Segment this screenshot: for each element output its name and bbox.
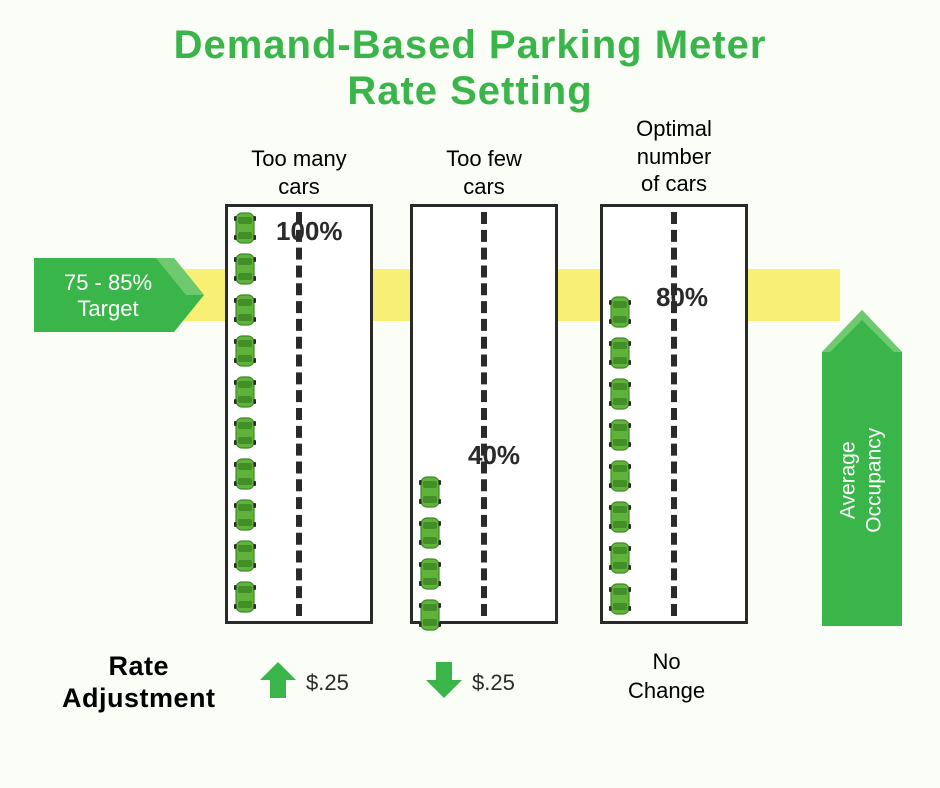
car-icon: [419, 516, 441, 550]
car-icon: [234, 375, 256, 409]
car-icon: [234, 416, 256, 450]
car-icon: [609, 295, 631, 329]
occupancy-line2: Occupancy: [863, 427, 886, 532]
road-0: [225, 204, 373, 624]
car-icon: [234, 498, 256, 532]
car-icon: [609, 541, 631, 575]
target-label: Target: [34, 296, 182, 322]
occupancy-percent-1: 40%: [468, 440, 520, 471]
occupancy-percent-0: 100%: [276, 216, 343, 247]
target-range: 75 - 85%: [34, 270, 182, 296]
column-header-0: Too manycars: [205, 145, 393, 200]
column-header-1: Too fewcars: [390, 145, 578, 200]
car-icon: [609, 418, 631, 452]
occupancy-percent-2: 80%: [656, 282, 708, 313]
car-icon: [234, 539, 256, 573]
occupancy-arrow-text: Average Occupancy: [822, 340, 902, 620]
car-icon: [234, 334, 256, 368]
car-icon: [234, 580, 256, 614]
rate-adjustment-label: Rate Adjustment: [62, 650, 216, 715]
car-icon: [609, 377, 631, 411]
adjustment-amount-0: $.25: [306, 670, 349, 696]
no-change-label: No Change: [628, 648, 705, 705]
no-change-1: No: [628, 648, 705, 677]
car-icon: [234, 457, 256, 491]
car-icon: [419, 475, 441, 509]
car-icon: [419, 598, 441, 632]
adjustment-amount-1: $.25: [472, 670, 515, 696]
title-line1: Demand-Based Parking Meter: [0, 22, 940, 68]
road-2: [600, 204, 748, 624]
car-icon: [419, 557, 441, 591]
rate-line1: Rate: [62, 650, 216, 682]
car-icon: [609, 336, 631, 370]
arrow-up-icon: [258, 660, 298, 705]
road-1: [410, 204, 558, 624]
car-icon: [234, 211, 256, 245]
car-icon: [609, 500, 631, 534]
car-icon: [609, 582, 631, 616]
page-title: Demand-Based Parking Meter Rate Setting: [0, 0, 940, 114]
car-icon: [609, 459, 631, 493]
title-line2: Rate Setting: [0, 68, 940, 114]
occupancy-line1: Average: [837, 441, 860, 519]
rate-adjustment-up: $.25: [258, 660, 349, 705]
rate-line2: Adjustment: [62, 682, 216, 714]
car-icon: [234, 293, 256, 327]
target-text: 75 - 85% Target: [34, 266, 182, 326]
arrow-down-icon: [424, 660, 464, 705]
rate-adjustment-down: $.25: [424, 660, 515, 705]
column-header-2: Optimalnumberof cars: [580, 115, 768, 198]
no-change-2: Change: [628, 677, 705, 706]
car-icon: [234, 252, 256, 286]
